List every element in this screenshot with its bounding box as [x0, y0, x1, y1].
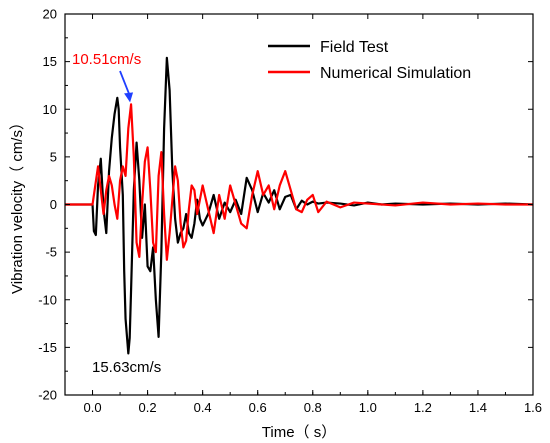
peak-arrow-head — [124, 92, 134, 103]
y-tick-label: 5 — [50, 149, 57, 164]
peak-arrow — [119, 70, 131, 97]
x-tick-label: 0.2 — [139, 400, 157, 415]
peak-annotation-simulation: 10.51cm/s — [72, 51, 141, 68]
y-tick-label: -5 — [45, 245, 57, 260]
x-tick-label: 0.0 — [83, 400, 101, 415]
legend-label-field-test: Field Test — [320, 39, 389, 56]
legend-label-numerical-simulation: Numerical Simulation — [320, 65, 471, 82]
x-tick-label: 0.4 — [194, 400, 212, 415]
x-tick-label: 1.4 — [469, 400, 487, 415]
y-axis-title: Vibration velocity（ cm/s） — [9, 115, 26, 294]
x-axis-title: Time（ s） — [262, 424, 336, 441]
y-tick-label: 10 — [43, 102, 57, 117]
series-line-numerical-simulation — [65, 103, 533, 261]
y-tick-label: -10 — [38, 292, 57, 307]
x-tick-label: 0.8 — [304, 400, 322, 415]
series-line-field-test — [65, 56, 533, 355]
y-tick-label: 20 — [43, 7, 57, 22]
x-tick-label: 1.2 — [414, 400, 432, 415]
x-tick-label: 0.6 — [249, 400, 267, 415]
series-lines — [65, 56, 533, 355]
x-tick-label: 1.0 — [359, 400, 377, 415]
axes: 0.0 0.2 0.4 0.6 0.8 1.0 1.2 1.4 1.6 -20 -15 -10 -5 0 5… — [38, 7, 542, 416]
y-tick-label: 0 — [50, 197, 57, 212]
y-tick-label: 15 — [43, 54, 57, 69]
x-tick-label: 1.6 — [524, 400, 542, 415]
legend: Field Test Numerical Simulation — [268, 39, 471, 82]
y-tick-label: -20 — [38, 388, 57, 403]
plot-area: 10.51cm/s 15.63cm/s — [65, 51, 533, 376]
y-tick-label: -15 — [38, 340, 57, 355]
peak-annotation-field-test: 15.63cm/s — [92, 359, 161, 376]
